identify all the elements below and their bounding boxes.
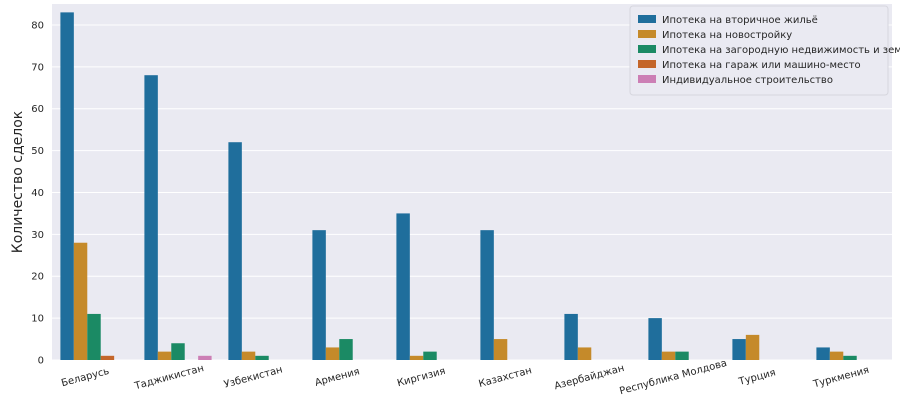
y-tick-label: 40 bbox=[31, 188, 44, 199]
bar bbox=[648, 318, 662, 360]
bar bbox=[745, 334, 760, 360]
bars bbox=[60, 12, 857, 361]
y-tick-label: 30 bbox=[31, 230, 44, 241]
bar bbox=[339, 339, 353, 360]
bar bbox=[816, 347, 830, 360]
x-tick-label: Азербайджан bbox=[553, 363, 625, 392]
bar bbox=[409, 355, 424, 360]
y-tick-label: 20 bbox=[31, 272, 44, 283]
x-tick-label: Туркмения bbox=[811, 365, 870, 391]
x-tick-label: Узбекистан bbox=[223, 364, 284, 390]
legend-swatch bbox=[638, 15, 656, 23]
y-tick-label: 80 bbox=[31, 20, 44, 31]
bar bbox=[843, 355, 857, 360]
bar bbox=[87, 313, 101, 360]
bar bbox=[675, 351, 689, 360]
x-tick-label: Киргизия bbox=[396, 366, 447, 389]
bar bbox=[493, 339, 508, 360]
bar bbox=[157, 351, 172, 360]
y-tick-label: 60 bbox=[31, 104, 44, 115]
bar bbox=[312, 230, 326, 360]
legend-entry: Индивидуальное строительство bbox=[662, 75, 833, 86]
bar bbox=[396, 213, 410, 360]
legend-entry: Ипотека на новостройку bbox=[662, 30, 792, 41]
bar bbox=[73, 242, 88, 360]
bar bbox=[423, 351, 437, 360]
y-tick-label: 0 bbox=[38, 356, 44, 367]
legend-entry: Ипотека на гараж или машино-место bbox=[662, 60, 861, 71]
bar bbox=[564, 313, 578, 360]
y-tick-label: 70 bbox=[31, 62, 44, 73]
gridlines bbox=[52, 24, 892, 361]
x-tick-label: Армения bbox=[314, 366, 361, 389]
legend-swatch bbox=[638, 30, 656, 38]
bar bbox=[732, 339, 746, 360]
x-tick-label: Казахстан bbox=[478, 365, 534, 390]
bar bbox=[480, 230, 494, 360]
bar bbox=[198, 355, 212, 360]
x-tick-label: Турция bbox=[737, 367, 777, 388]
bar bbox=[829, 351, 844, 360]
bar bbox=[661, 351, 676, 360]
legend-entry: Ипотека на загородную недвижимость и зем… bbox=[662, 45, 900, 56]
x-axis-ticks: Беларусь Таджикистан Узбекистан Армения Кирг… bbox=[60, 358, 870, 397]
y-tick-label: 10 bbox=[31, 314, 44, 325]
bar bbox=[60, 12, 74, 361]
bar bbox=[228, 142, 242, 360]
y-tick-label: 50 bbox=[31, 146, 44, 157]
x-tick-label: Беларусь bbox=[60, 366, 110, 389]
legend: Ипотека на вторичное жильё Ипотека на нов… bbox=[629, 5, 900, 96]
y-axis-ticks: 0 10 20 30 40 50 60 70 80 bbox=[31, 20, 44, 366]
bar bbox=[144, 75, 158, 360]
bar bbox=[100, 355, 115, 360]
bar bbox=[325, 347, 340, 360]
bar bbox=[255, 355, 269, 360]
legend-swatch bbox=[638, 45, 656, 53]
bar bbox=[577, 347, 592, 360]
y-axis-label: Количество сделок bbox=[10, 111, 26, 254]
legend-swatch bbox=[638, 60, 656, 68]
legend-entry: Ипотека на вторичное жильё bbox=[662, 15, 818, 26]
bar bbox=[241, 351, 256, 360]
x-tick-label: Республика Молдова bbox=[618, 358, 728, 397]
legend-swatch bbox=[638, 75, 656, 83]
x-tick-label: Таджикистан bbox=[133, 363, 206, 392]
legend-frame bbox=[629, 5, 889, 96]
bar bbox=[171, 343, 185, 360]
